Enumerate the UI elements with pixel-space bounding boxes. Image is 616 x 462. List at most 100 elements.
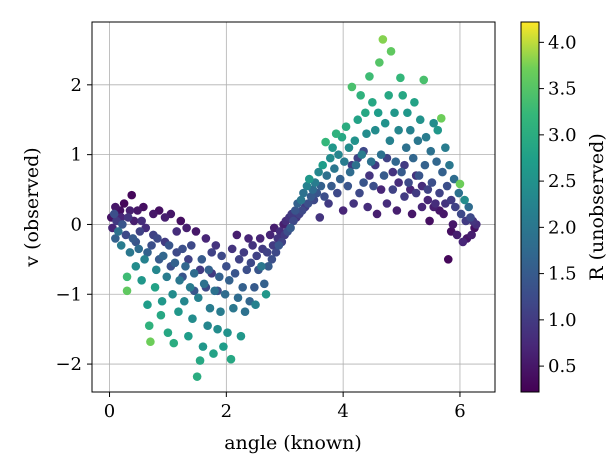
scatter-point [408, 153, 418, 163]
scatter-point [406, 125, 415, 135]
scatter-point [376, 185, 386, 194]
scatter-point [250, 282, 259, 292]
scatter-point [219, 342, 228, 351]
scatter-point [390, 108, 399, 118]
scatter-point [240, 307, 250, 317]
scatter-point [147, 241, 156, 250]
colorbar-tick-label: 3.5 [548, 79, 577, 100]
scatter-point [248, 241, 257, 250]
scatter-point [441, 143, 450, 152]
scatter-point [246, 258, 256, 268]
scatter-point [452, 230, 462, 240]
scatter-point [350, 136, 360, 145]
scatter-point [330, 164, 339, 173]
scatter-point [146, 337, 155, 347]
scatter-point [127, 190, 137, 200]
scatter-point [328, 143, 337, 152]
scatter-point [334, 150, 343, 159]
scatter-point [131, 262, 141, 271]
plot-frame [91, 21, 496, 393]
scatter-point [174, 307, 183, 317]
scatter-point [363, 202, 372, 212]
scatter-point [324, 199, 333, 208]
scatter-point [375, 58, 384, 67]
scatter-point [116, 241, 126, 250]
scatter-point [359, 178, 368, 187]
scatter-point [205, 303, 215, 313]
scatter-point [191, 227, 201, 236]
scatter-point [149, 209, 158, 219]
scatter-point [164, 241, 174, 250]
scatter-point [123, 213, 133, 222]
scatter-point [182, 223, 191, 233]
scatter-point [386, 47, 396, 56]
scatter-point [397, 167, 406, 177]
scatter-point [175, 276, 184, 285]
scatter-point [320, 192, 329, 201]
scatter-point [157, 296, 167, 306]
scatter-point [384, 91, 394, 100]
scatter-point [186, 241, 196, 250]
scatter-point [353, 115, 363, 125]
scatter-point [355, 188, 364, 198]
scatter-point [433, 125, 443, 135]
scatter-point [325, 153, 335, 163]
colorbar-tick-label: 1.0 [548, 310, 577, 331]
scatter-point [227, 244, 237, 254]
y-tick-label: 0 [71, 214, 82, 235]
scatter-point [349, 199, 358, 208]
scatter-point [411, 188, 421, 198]
scatter-point [458, 237, 468, 247]
scatter-point [213, 324, 222, 334]
scatter-point [198, 342, 208, 351]
scatter-point [392, 206, 402, 215]
scatter-point [417, 202, 427, 212]
scatter-point [414, 171, 424, 180]
scatter-point [143, 300, 152, 310]
scatter-point [160, 213, 170, 222]
scatter-point [274, 241, 284, 250]
scatter-point [467, 230, 476, 240]
scatter-point [407, 209, 417, 219]
scatter-point [388, 167, 398, 177]
scatter-point [215, 272, 224, 282]
scatter-point [303, 199, 313, 208]
scatter-point [232, 230, 242, 240]
colorbar-tick-label: 2.0 [548, 217, 577, 238]
scatter-point [144, 321, 154, 330]
scatter-point [226, 354, 236, 364]
scatter-point [252, 251, 262, 261]
scatter-point [189, 269, 199, 278]
scatter-point [188, 314, 197, 323]
y-tick-label: −2 [55, 354, 82, 375]
scatter-point [391, 157, 401, 166]
data-points [106, 35, 481, 381]
scatter-point [137, 276, 146, 285]
scatter-point [388, 185, 398, 194]
scatter-point [426, 146, 436, 156]
scatter-point [162, 272, 172, 282]
scatter-point [222, 262, 231, 271]
scatter-point [341, 122, 351, 132]
scatter-point [192, 372, 202, 381]
scatter-point [168, 289, 177, 299]
scatter-point [286, 223, 295, 233]
scatter-point [111, 202, 120, 212]
scatter-point [466, 213, 475, 222]
scatter-point [170, 258, 180, 268]
scatter-point [400, 160, 409, 170]
scatter-point [153, 234, 162, 243]
scatter-point [398, 91, 408, 100]
scatter-point [259, 279, 269, 289]
scatter-point [296, 195, 306, 205]
scatter-point [379, 171, 389, 180]
scatter-point [255, 234, 265, 243]
scatter-point [415, 115, 425, 125]
scatter-point [156, 310, 166, 320]
y-tick-label: 1 [71, 145, 82, 166]
scatter-point [410, 97, 419, 107]
scatter-point [404, 178, 413, 187]
x-tick-label: 2 [221, 401, 232, 422]
colorbar-label: R (unobserved) [586, 133, 608, 280]
scatter-point [290, 206, 300, 215]
